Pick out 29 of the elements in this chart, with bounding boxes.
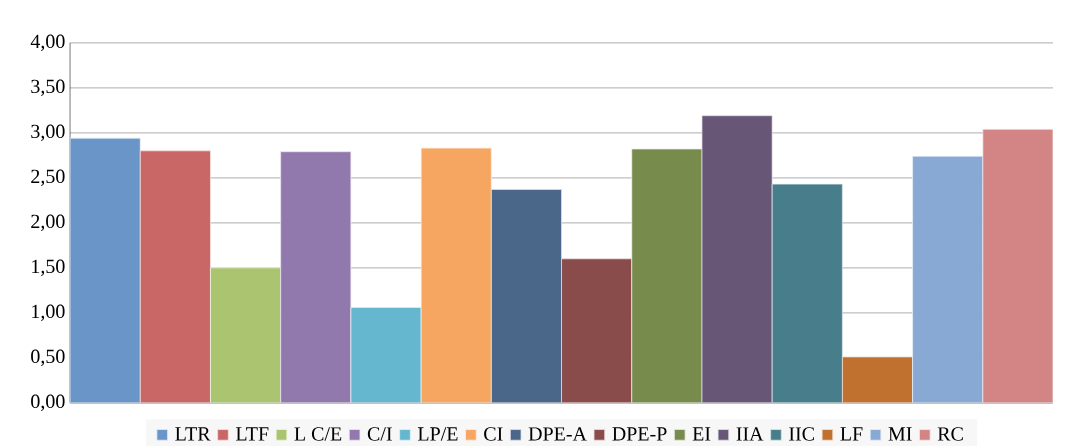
legend-label: LP/E bbox=[417, 427, 458, 441]
y-tick-label: 0,00 bbox=[31, 394, 65, 411]
bar bbox=[139, 150, 211, 403]
y-tick-label: 0,50 bbox=[31, 349, 65, 366]
legend-label: DPE-P bbox=[612, 427, 667, 441]
y-tick-label: 2,50 bbox=[31, 169, 65, 186]
legend-label: EI bbox=[692, 427, 711, 441]
legend-label: LTR bbox=[175, 427, 211, 441]
y-tick-label: 2,00 bbox=[31, 214, 65, 231]
bar bbox=[280, 151, 352, 403]
y-tick-label: 1,50 bbox=[32, 259, 65, 276]
legend-label: C/I bbox=[367, 427, 392, 441]
legend-label: DPE-A bbox=[528, 427, 587, 441]
bar bbox=[561, 258, 633, 403]
y-tick-label: 3,00 bbox=[31, 124, 65, 141]
legend-label: LF bbox=[840, 427, 863, 441]
legend-label: IIA bbox=[736, 427, 764, 441]
legend-label: LTF bbox=[235, 427, 269, 441]
legend-label: L C/E bbox=[294, 427, 342, 441]
bar bbox=[420, 147, 492, 403]
legend-label: RC bbox=[937, 427, 963, 441]
legend-label: IIC bbox=[789, 427, 814, 441]
y-tick-label: 3,50 bbox=[31, 79, 65, 96]
bar bbox=[982, 128, 1054, 403]
bar bbox=[912, 155, 984, 403]
y-tick-label: 4,00 bbox=[30, 34, 65, 51]
legend-label: MI bbox=[888, 427, 912, 441]
y-tick-label: 1,00 bbox=[32, 304, 65, 321]
legend-label: CI bbox=[484, 427, 503, 441]
